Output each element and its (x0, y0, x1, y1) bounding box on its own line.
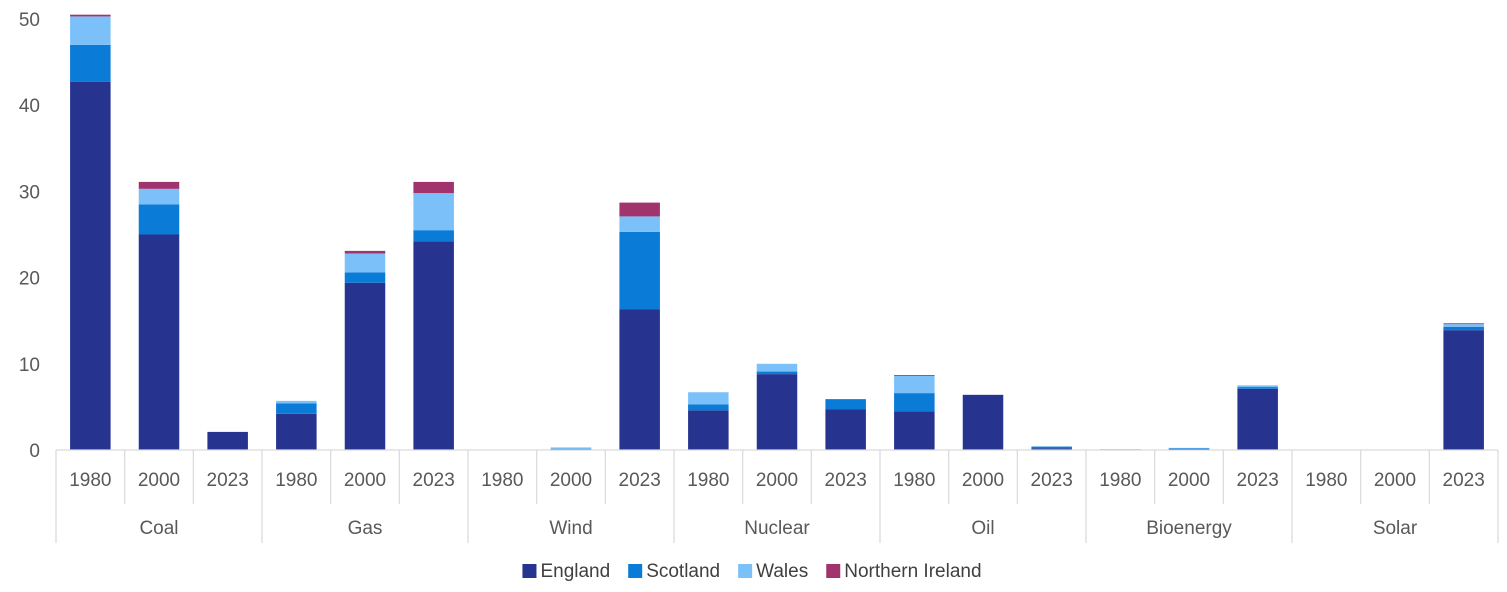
bar-segment (138, 188, 180, 205)
bar-segment (413, 181, 454, 194)
bar-segment (1168, 448, 1210, 450)
bar-segment (550, 447, 592, 449)
x-tick-label-year: 2023 (1031, 470, 1073, 491)
bar-segment (1443, 330, 1484, 450)
x-tick-label-year: 2023 (413, 470, 455, 491)
bar-segment (70, 16, 111, 45)
x-group-label: Bioenergy (1146, 518, 1232, 539)
x-axis: 1980 2000 2023 1980 2000 2023 1980 2000 2023 1980… (55, 449, 1499, 543)
bar-segment (825, 399, 866, 410)
x-group-label: Oil (971, 518, 994, 539)
bar-segment (276, 400, 317, 404)
bar-segment (550, 448, 592, 450)
x-tick-label-year: 1980 (69, 470, 111, 491)
bar-segment (1168, 448, 1210, 449)
x-tick-label-year: 1980 (687, 470, 729, 491)
bar-segment (70, 14, 111, 17)
bar-segment (344, 282, 386, 450)
bar-segment (688, 410, 729, 450)
legend: England Scotland Wales Northern Ireland (522, 561, 982, 582)
bar-segment (207, 431, 248, 450)
bar-segment (1237, 388, 1278, 450)
bar-segment (1237, 387, 1278, 389)
x-tick-label-year: 2000 (550, 470, 592, 491)
bar-segment (1443, 323, 1484, 325)
x-group-label: Wind (549, 518, 592, 539)
bar-segment (413, 193, 454, 231)
bar-segment (1031, 448, 1072, 450)
bar-segment (70, 81, 111, 451)
x-tick-label-year: 2023 (1237, 470, 1279, 491)
bar-segment (1031, 446, 1072, 449)
x-tick-label-year: 1980 (1305, 470, 1347, 491)
y-tick-label: 30 (19, 182, 40, 203)
bar-segment (894, 411, 935, 450)
y-tick-label: 50 (19, 10, 40, 31)
y-tick-label: 10 (19, 355, 40, 376)
bar-segment (894, 393, 935, 412)
x-group-label: Solar (1373, 518, 1418, 539)
bar-segment (894, 375, 935, 376)
y-tick-label: 40 (19, 96, 40, 117)
bar-segment (825, 409, 866, 450)
legend-label: Wales (756, 561, 808, 582)
bar-segment (619, 202, 660, 217)
bar-segment (344, 253, 386, 273)
legend-swatch (826, 564, 841, 578)
x-group-label: Gas (348, 518, 383, 539)
bar-segment (70, 44, 111, 82)
bar-segment (688, 404, 729, 411)
bar-segment (276, 403, 317, 414)
bar-segment (619, 231, 660, 310)
legend-swatch (738, 564, 753, 578)
bar-segment (756, 363, 798, 372)
bar-segment (962, 394, 1004, 450)
x-tick-label-year: 2000 (1168, 470, 1210, 491)
bar-segment (688, 392, 729, 405)
x-tick-label-year: 2000 (756, 470, 798, 491)
bar-segment (756, 371, 798, 375)
x-tick-label-year: 2000 (138, 470, 180, 491)
bar-segment (276, 413, 317, 450)
legend-label: Northern Ireland (844, 561, 981, 582)
x-tick-label-year: 2023 (825, 470, 867, 491)
bar-segment (1443, 326, 1484, 331)
bar-segment (413, 230, 454, 242)
x-group-label: Nuclear (744, 518, 810, 539)
bar-segment (894, 375, 935, 394)
x-tick-label-year: 2000 (344, 470, 386, 491)
bar-segment (344, 272, 386, 283)
x-tick-label-year: 2023 (207, 470, 249, 491)
x-tick-label-year: 2000 (1374, 470, 1416, 491)
x-tick-label-year: 1980 (893, 470, 935, 491)
x-tick-label-year: 1980 (481, 470, 523, 491)
bar-segment (1168, 447, 1210, 449)
bar-segment (756, 374, 798, 450)
bar-segment (1443, 324, 1484, 327)
bar-segment (619, 216, 660, 232)
legend-label: Scotland (646, 561, 720, 582)
legend-swatch (522, 564, 537, 578)
y-tick-label: 20 (19, 269, 40, 290)
legend-swatch (628, 564, 643, 578)
bar-segment (619, 309, 660, 450)
x-tick-label-year: 2023 (1443, 470, 1485, 491)
bar-segment (138, 204, 180, 235)
x-group-label: Coal (139, 518, 178, 539)
bar-segment (413, 241, 454, 450)
legend-label: England (540, 561, 610, 582)
y-tick-label: 0 (29, 441, 40, 462)
x-tick-label-year: 1980 (1099, 470, 1141, 491)
bar-segment (138, 234, 180, 450)
bar-segment (1237, 385, 1278, 388)
x-tick-label-year: 2000 (962, 470, 1004, 491)
bar-segment (344, 250, 386, 254)
x-tick-label-year: 1980 (275, 470, 317, 491)
bars (70, 14, 1484, 451)
x-tick-label-year: 2023 (619, 470, 661, 491)
y-axis: 0 10 20 30 40 50 (19, 10, 40, 462)
bar-segment (138, 181, 180, 189)
